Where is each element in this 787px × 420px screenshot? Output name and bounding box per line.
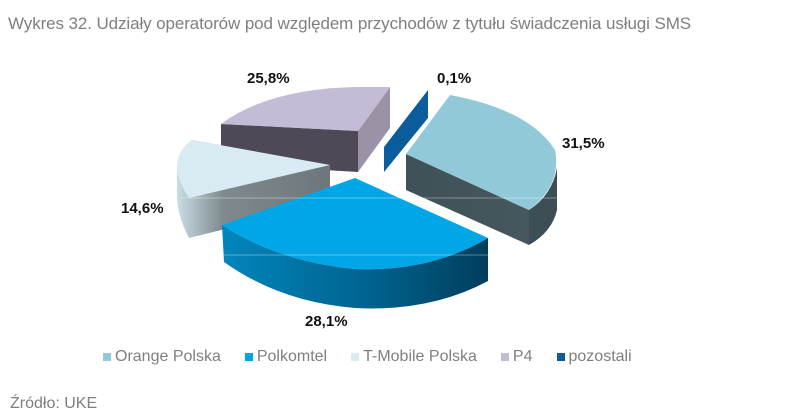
legend-swatch-icon	[351, 353, 360, 361]
label-pozostali: 0,1%	[437, 70, 472, 87]
legend-item-tmobile[interactable]: T-Mobile Polska	[351, 348, 477, 366]
legend-swatch-icon	[244, 353, 253, 361]
legend-item-orange[interactable]: Orange Polska	[103, 348, 221, 366]
legend-item-pozostali[interactable]: pozostali	[556, 348, 632, 366]
legend-swatch-icon	[103, 353, 111, 361]
label-orange: 31,5%	[562, 135, 605, 152]
source-note: Źródło: UKE	[10, 395, 98, 412]
label-tmobile: 14,6%	[121, 200, 164, 217]
legend-label: Polkomtel	[256, 348, 328, 365]
legend-swatch-icon	[500, 353, 509, 361]
chart-title: Wykres 32. Udziały operatorów pod względ…	[8, 14, 691, 33]
legend-swatch-icon	[556, 353, 565, 361]
pie-chart	[0, 40, 787, 340]
slice-orange[interactable]	[406, 95, 557, 245]
legend-item-p4[interactable]: P4	[500, 348, 533, 366]
slice-p4[interactable]	[221, 87, 390, 172]
slice-pozostali[interactable]	[384, 90, 428, 172]
legend-label: T-Mobile Polska	[363, 348, 477, 365]
legend-label: P4	[512, 348, 533, 365]
slice-tmobile[interactable]	[177, 140, 330, 238]
legend-item-polkomtel[interactable]: Polkomtel	[244, 348, 328, 366]
legend-label: pozostali	[568, 348, 632, 365]
label-p4: 25,8%	[247, 70, 290, 87]
label-polkomtel: 28,1%	[305, 313, 348, 330]
legend: Orange Polska Polkomtel T-Mobile Polska …	[103, 348, 656, 366]
legend-label: Orange Polska	[115, 348, 221, 365]
slice-polkomtel[interactable]	[222, 178, 488, 309]
